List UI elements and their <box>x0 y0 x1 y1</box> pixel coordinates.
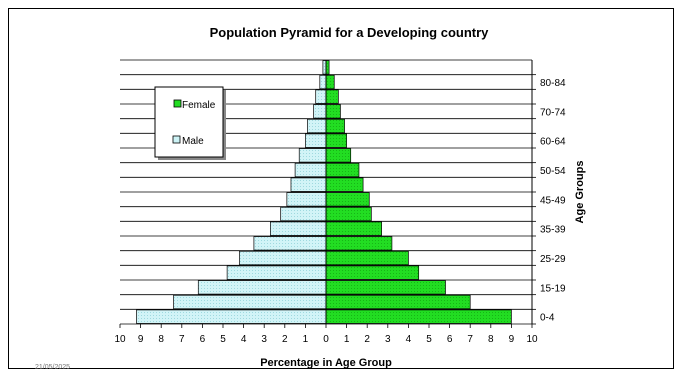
bar-female-80-84 <box>325 74 335 90</box>
bar-male-40-44 <box>286 192 327 207</box>
x-tick-label: 4 <box>241 334 247 345</box>
y-tick-label: 70-74 <box>540 107 566 118</box>
x-tick-label: 8 <box>158 334 164 345</box>
bar-female-5-9 <box>325 294 471 310</box>
bar-male-10-14 <box>197 280 327 295</box>
y-tick-label: 60-64 <box>540 137 566 148</box>
bar-male-50-54 <box>294 162 327 178</box>
y-tick-label: 0-4 <box>540 313 555 324</box>
legend: Female Male <box>154 86 226 160</box>
bar-male-65-69 <box>307 118 327 134</box>
slide-date: 21/05/2025 <box>35 364 70 371</box>
bars-group <box>136 60 512 324</box>
bar-male-80-84 <box>319 74 327 90</box>
x-tick-label: 6 <box>447 334 453 345</box>
x-tick-label: 10 <box>526 334 538 345</box>
bar-male-45-49 <box>290 177 327 192</box>
y-tick-label: 35-39 <box>540 225 566 236</box>
legend-swatch-male <box>172 135 181 144</box>
bar-female-20-24 <box>325 250 409 266</box>
bar-female-60-64 <box>325 133 347 148</box>
x-tick-label: 1 <box>303 334 309 345</box>
y-tick-label: 45-49 <box>540 195 566 206</box>
x-tick-label: 2 <box>282 334 288 345</box>
bar-female-35-39 <box>325 206 372 222</box>
x-tick-label: 2 <box>364 334 370 345</box>
bar-male-55-59 <box>298 148 327 163</box>
x-axis-label: Percentage in Age Group <box>260 357 392 369</box>
bar-female-55-59 <box>325 148 352 163</box>
bar-female-40-44 <box>325 192 370 207</box>
y-tick-label: 50-54 <box>540 166 566 177</box>
x-tick-label: 8 <box>488 334 494 345</box>
tick-labels-group: 10 9 8 7 6 5 4 3 2 1 0 1 2 3 4 5 6 7 8 9 100-415-1925-2935-3… <box>114 74 566 345</box>
bar-female-65-69 <box>325 118 345 134</box>
bar-female-15-19 <box>325 265 420 280</box>
bar-male-70-74 <box>313 104 327 119</box>
chart-title: Population Pyramid for a Developing coun… <box>210 25 490 40</box>
bar-female-25-29 <box>325 236 393 251</box>
bar-male-30-34 <box>270 221 327 236</box>
bar-female-10-14 <box>325 280 446 295</box>
y-tick-label: 15-19 <box>540 283 566 294</box>
x-tick-label: 5 <box>426 334 432 345</box>
x-tick-label: 1 <box>344 334 350 345</box>
bar-male-35-39 <box>280 206 327 222</box>
bar-female-70-74 <box>325 104 341 119</box>
x-tick-label: 5 <box>220 334 226 345</box>
y-tick-label: 25-29 <box>540 254 566 265</box>
legend-box <box>154 86 224 158</box>
bar-female-0-4 <box>325 309 512 324</box>
x-tick-label: 9 <box>138 334 144 345</box>
x-tick-label: 0 <box>323 334 329 345</box>
bar-male-75-79 <box>315 89 327 104</box>
bar-male-20-24 <box>239 250 327 266</box>
x-tick-label: 3 <box>385 334 391 345</box>
x-tick-label: 10 <box>114 334 126 345</box>
y-axis-label: Age Groups <box>574 161 586 224</box>
bar-female-45-49 <box>325 177 364 192</box>
bar-male-60-64 <box>305 133 327 148</box>
x-tick-label: 3 <box>261 334 267 345</box>
x-tick-label: 4 <box>406 334 412 345</box>
bar-male-5-9 <box>173 294 327 310</box>
legend-swatch-female <box>173 99 182 108</box>
x-tick-label: 7 <box>467 334 473 345</box>
bar-male-0-4 <box>136 309 327 324</box>
y-tick-label: 80-84 <box>540 78 566 89</box>
bar-male-25-29 <box>253 236 327 251</box>
bar-male-15-19 <box>226 265 327 280</box>
bar-female-75-79 <box>325 89 339 104</box>
bar-female-30-34 <box>325 221 382 236</box>
legend-label-female: Female <box>182 100 216 111</box>
x-tick-label: 7 <box>179 334 185 345</box>
bar-female-50-54 <box>325 162 360 178</box>
legend-label-male: Male <box>182 136 204 147</box>
x-tick-label: 6 <box>200 334 206 345</box>
x-tick-label: 9 <box>509 334 515 345</box>
